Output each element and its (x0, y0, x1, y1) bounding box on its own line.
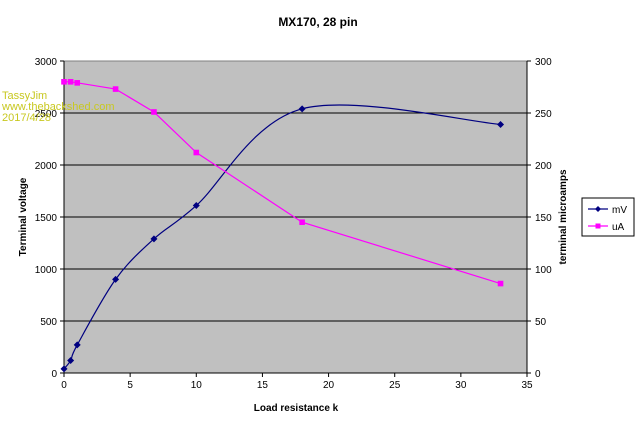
x-tick-label: 30 (455, 380, 467, 391)
watermark-line-3: 2017/4/28 (2, 112, 51, 124)
x-ticks: 0 5 10 15 20 25 30 35 (61, 373, 533, 391)
y2-tick-label: 200 (535, 161, 552, 172)
y-tick-label: 0 (51, 369, 57, 380)
x-axis-label: Load resistance k (254, 403, 339, 414)
series-mV (60, 104, 505, 373)
y2-tick-label: 250 (535, 109, 552, 120)
y2-tick-label: 100 (535, 265, 552, 276)
data-point-mV (112, 275, 120, 283)
data-point-uA (151, 109, 157, 115)
y-tick-label: 2500 (35, 109, 58, 120)
x-tick-label: 5 (127, 380, 133, 391)
data-point-uA (193, 149, 200, 156)
data-point-mV (73, 341, 81, 349)
series-uA (61, 79, 504, 287)
legend: mV uA (581, 197, 635, 237)
x-tick-label: 10 (191, 380, 203, 391)
y2-tick-label: 150 (535, 213, 552, 224)
data-point-mV (497, 120, 505, 128)
legend-marker-mv (595, 206, 601, 212)
y2-axis-label: terminal microamps (558, 169, 569, 264)
data-point-uA (112, 86, 119, 92)
data-point-mV (150, 235, 158, 243)
y-tick-label: 3000 (35, 57, 58, 68)
x-tick-label: 35 (521, 380, 533, 391)
series-layer (60, 79, 505, 373)
y2-tick-label: 300 (535, 57, 552, 68)
watermark-line-2: www.thebackshed.com (1, 101, 115, 113)
data-point-uA (497, 280, 504, 287)
x-tick-label: 25 (389, 380, 401, 391)
data-point-uA (74, 80, 81, 86)
y-ticks: 0 500 1000 1500 2000 2500 3000 (35, 57, 64, 380)
legend-box (581, 197, 635, 237)
y-tick-label: 2000 (35, 161, 58, 172)
x-tick-label: 20 (323, 380, 335, 391)
watermark-line-1: TassyJim (2, 90, 47, 102)
watermark: TassyJim www.thebackshed.com 2017/4/28 (1, 90, 115, 124)
data-point-uA (299, 219, 305, 225)
data-point-uA (67, 79, 74, 85)
legend-label-mv: mV (612, 205, 627, 216)
y2-tick-label: 0 (535, 369, 541, 380)
data-point-uA (61, 79, 67, 85)
data-point-mV (67, 357, 75, 365)
data-point-mV (192, 202, 200, 210)
chart-title: MX170, 28 pin (278, 15, 357, 29)
data-point-mV (60, 365, 68, 373)
y-tick-label: 500 (40, 317, 57, 328)
x-tick-label: 15 (257, 380, 269, 391)
data-point-mV (298, 105, 306, 113)
y-tick-label: 1000 (35, 265, 58, 276)
y-tick-label: 1500 (35, 213, 58, 224)
legend-marker-ua (595, 223, 601, 229)
y-axis-label: Terminal voltage (18, 177, 29, 256)
x-tick-label: 0 (61, 380, 67, 391)
y2-tick-label: 50 (535, 317, 547, 328)
y2-ticks: 0 50 100 150 200 250 300 (527, 57, 552, 380)
legend-label-ua: uA (612, 222, 625, 233)
